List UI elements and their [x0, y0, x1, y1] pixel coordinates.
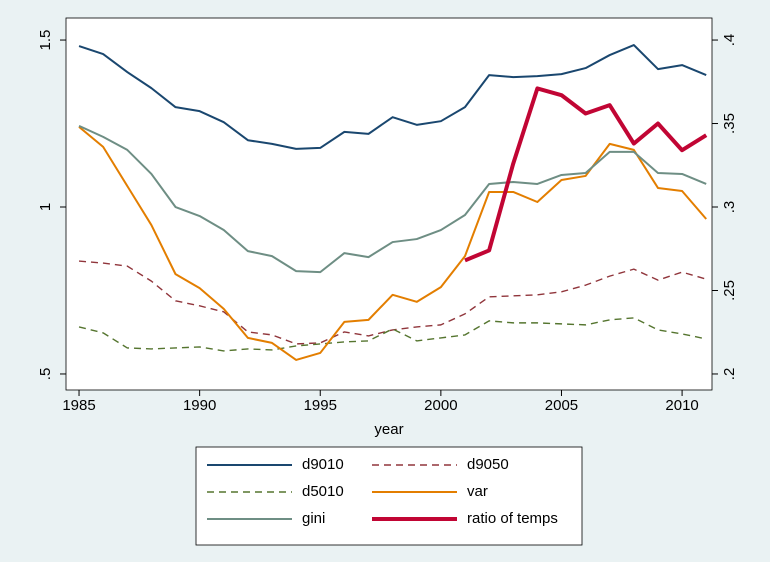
legend-label: d5010	[302, 483, 344, 500]
y2-tick-label: .4	[721, 34, 738, 47]
y2-tick-label: .3	[721, 201, 738, 214]
legend-label: ratio of temps	[467, 510, 558, 527]
y-tick-label: 1.5	[37, 30, 54, 51]
series-line	[78, 126, 707, 361]
legend-box	[195, 446, 583, 546]
legend-label: var	[467, 483, 488, 500]
legend-label: gini	[302, 510, 325, 527]
x-tick-label: 2000	[424, 397, 457, 414]
y2-tick-label: .25	[721, 280, 738, 301]
plot-area	[65, 17, 713, 391]
series-line	[78, 317, 707, 352]
x-tick-label: 1995	[304, 397, 337, 414]
x-axis-title: year	[374, 421, 403, 438]
y2-tick-label: .2	[721, 368, 738, 381]
y-tick-label: 1	[37, 203, 54, 211]
legend-label: d9050	[467, 456, 509, 473]
legend-label: d9010	[302, 456, 344, 473]
x-tick-label: 1985	[62, 397, 95, 414]
series-line	[464, 86, 708, 263]
series-line	[78, 260, 707, 345]
y2-tick-label: .35	[721, 113, 738, 134]
series-line	[78, 44, 707, 150]
x-tick-label: 2010	[665, 397, 698, 414]
series-line	[78, 124, 707, 274]
y-tick-label: .5	[37, 368, 54, 381]
x-tick-label: 1990	[183, 397, 216, 414]
x-tick-label: 2005	[545, 397, 578, 414]
